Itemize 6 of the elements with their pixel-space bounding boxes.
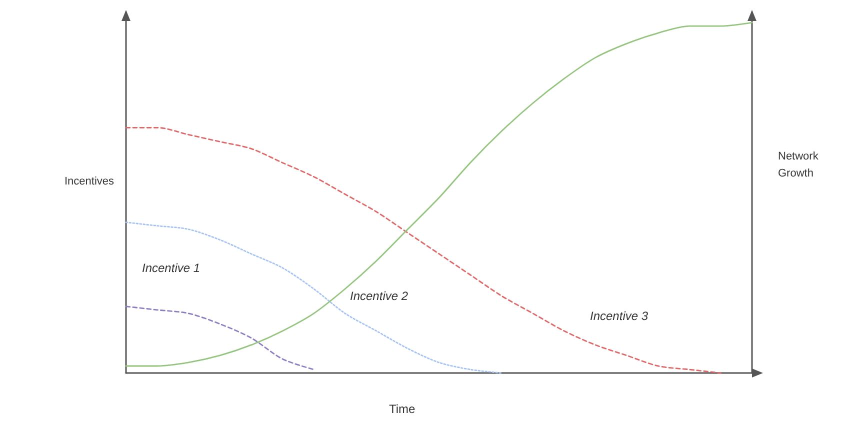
annotation: Incentive 2 bbox=[350, 289, 408, 303]
y2-axis-title: Network Growth bbox=[778, 150, 819, 180]
x-axis-title: Time bbox=[389, 402, 416, 416]
y-axis-title: Incentives bbox=[64, 176, 114, 188]
annotation: Incentive 1 bbox=[142, 261, 200, 275]
annotation: Incentive 3 bbox=[590, 309, 648, 323]
